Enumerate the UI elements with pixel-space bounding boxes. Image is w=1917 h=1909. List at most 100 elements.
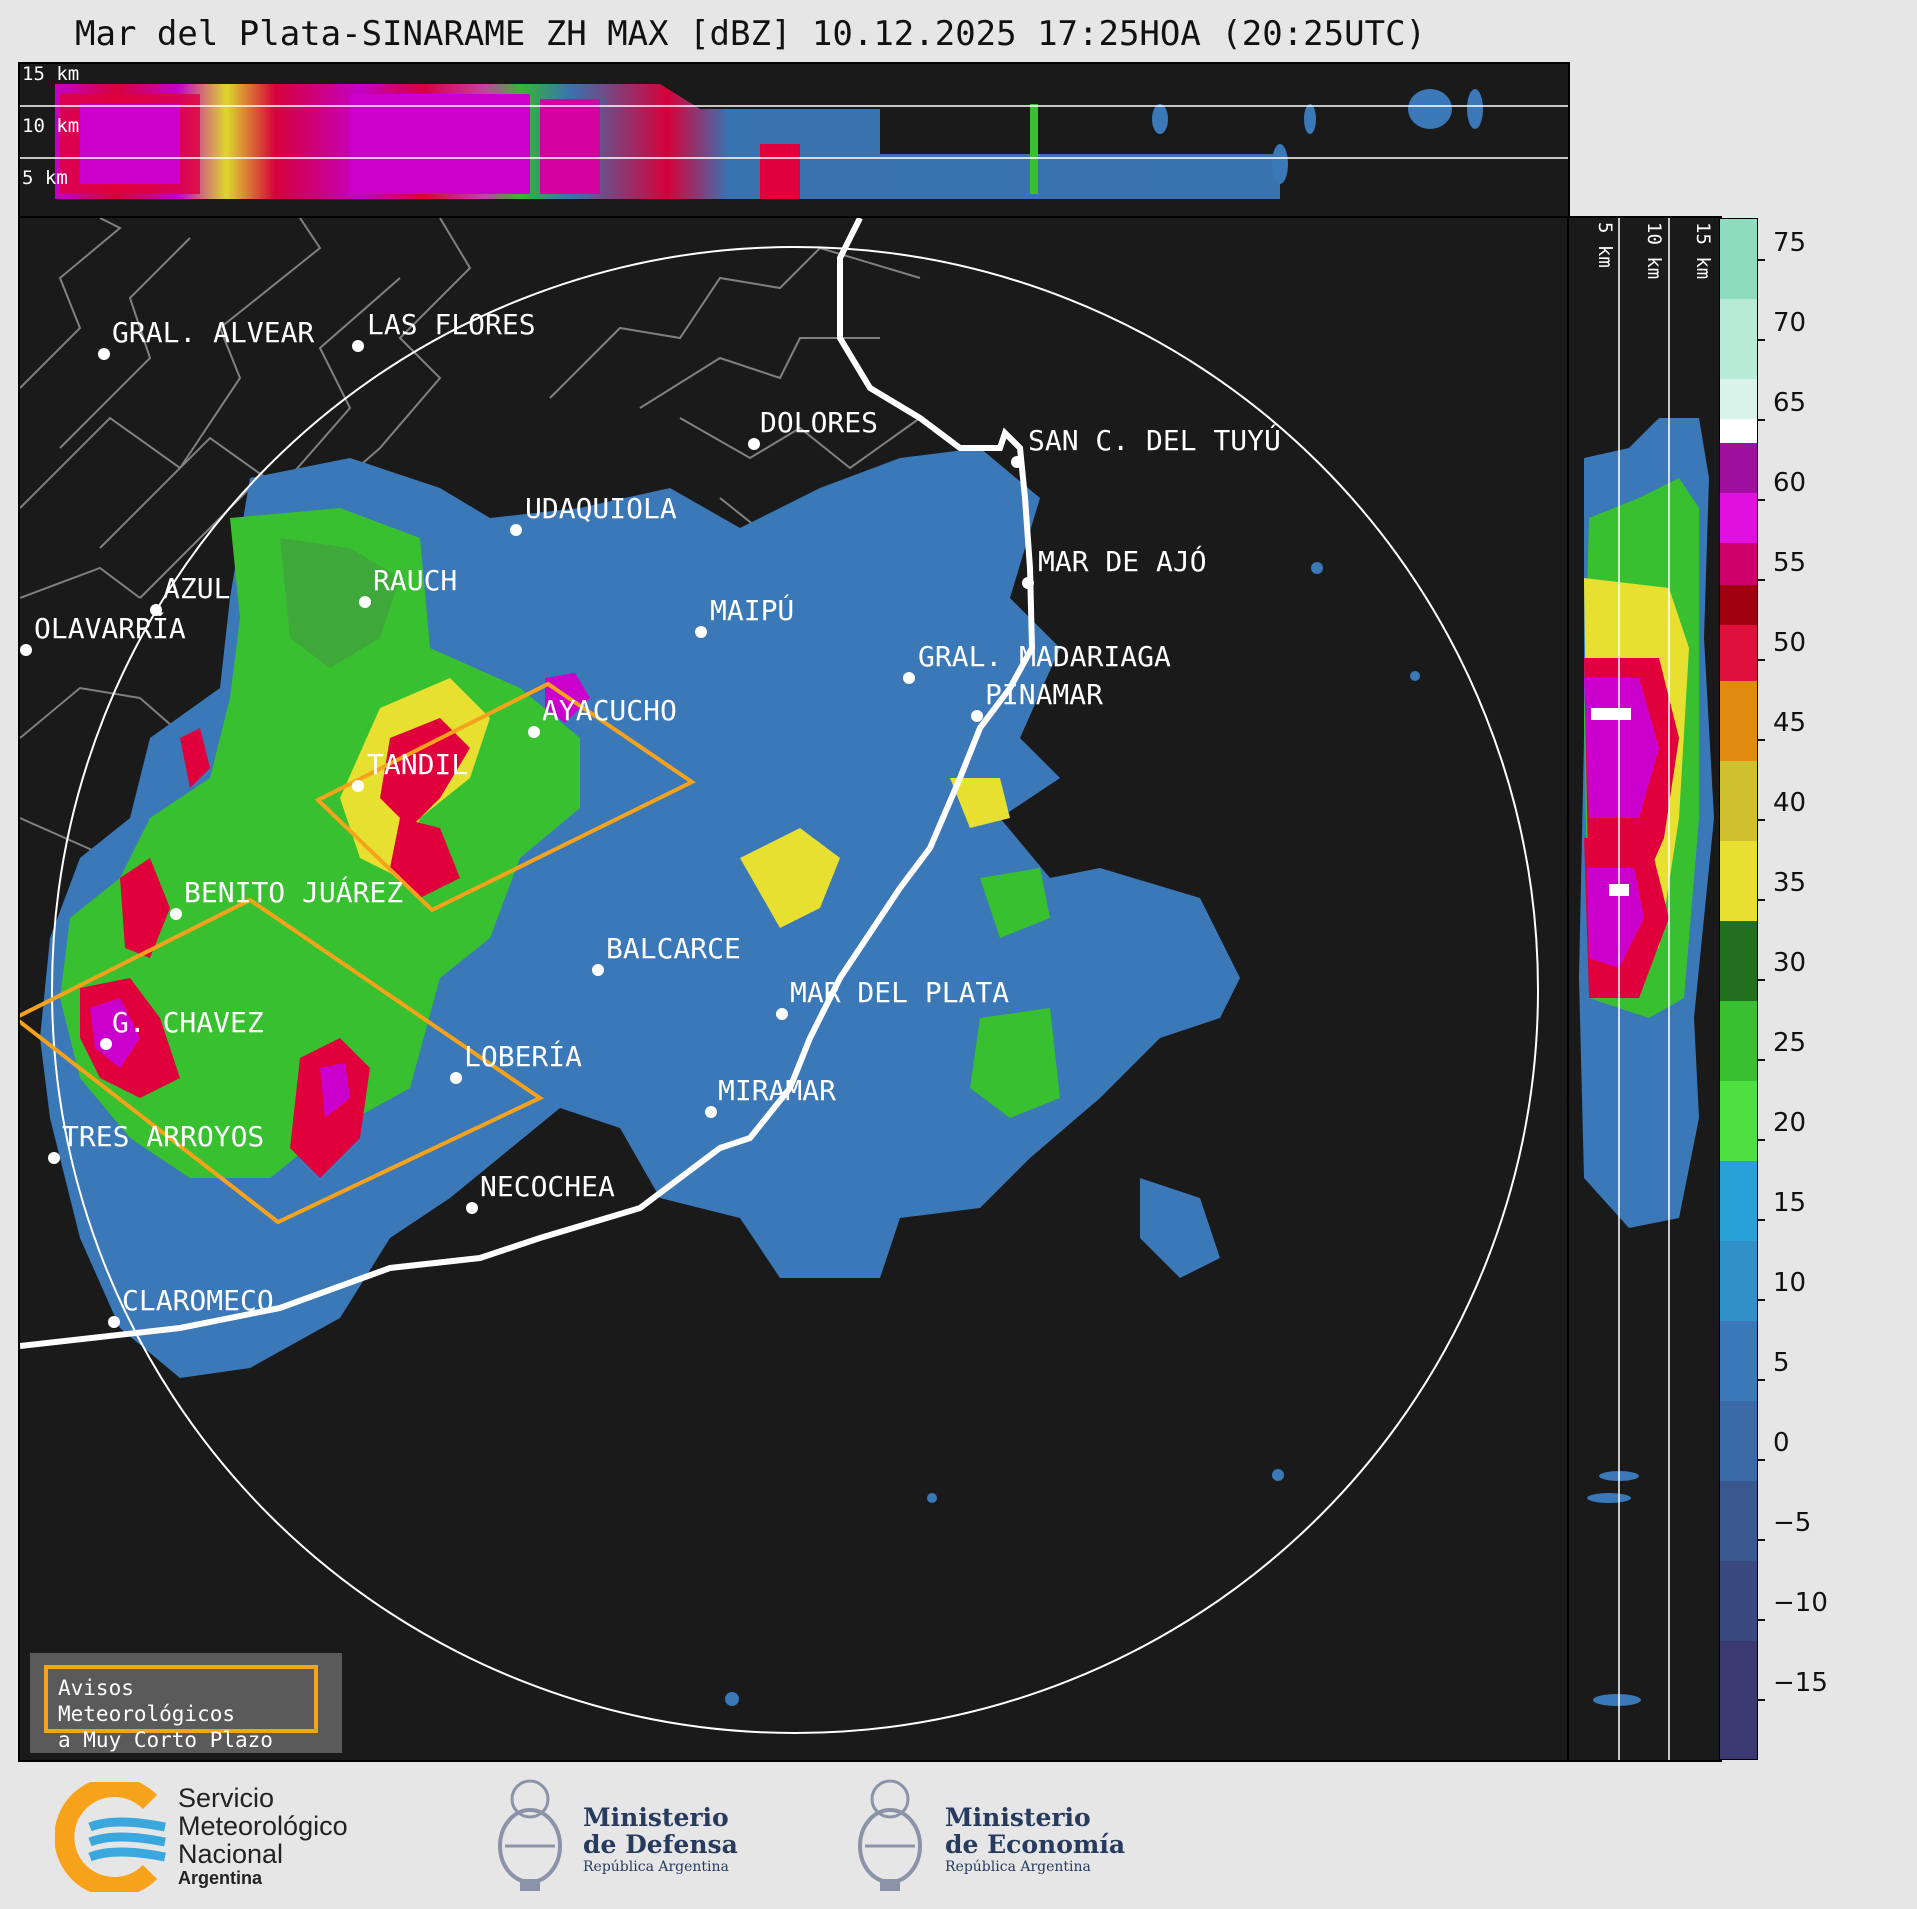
side-cross-section-panel: 5 km 10 km 15 km xyxy=(1567,216,1722,1762)
city-dot[interactable] xyxy=(510,524,522,536)
city-dot[interactable] xyxy=(903,672,915,684)
warning-polygons xyxy=(20,681,696,1225)
city-label: NECOCHEA xyxy=(480,1170,615,1203)
city-dot[interactable] xyxy=(20,644,32,656)
city-label: AZUL xyxy=(163,572,230,605)
city-label: GRAL. ALVEAR xyxy=(112,316,314,349)
footer-logos: Servicio Meteorológico Nacional Argentin… xyxy=(0,1762,1917,1909)
colorbar-tick: 10 xyxy=(1757,1268,1806,1314)
city-label: UDAQUIOLA xyxy=(525,492,677,525)
smn-line: Meteorológico xyxy=(178,1811,348,1841)
top-height-label: 5 km xyxy=(22,167,68,189)
city-dot[interactable] xyxy=(352,780,364,792)
city-label: AYACUCHO xyxy=(542,694,677,727)
warnings-legend: Avisos Meteorológicos a Muy Corto Plazo xyxy=(30,1653,342,1753)
city-dot[interactable] xyxy=(170,908,182,920)
city-label: LOBERÍA xyxy=(464,1039,582,1073)
defensa-logo-text: Ministerio de Defensa República Argentin… xyxy=(583,1804,738,1876)
colorbar-tick: 75 xyxy=(1757,228,1806,274)
colorbar-tick: −15 xyxy=(1757,1668,1828,1714)
city-label: G. CHAVEZ xyxy=(112,1006,264,1039)
colorbar-gradient xyxy=(1720,219,1757,1759)
city-dot[interactable] xyxy=(528,726,540,738)
defensa-coat-of-arms-icon xyxy=(498,1779,562,1891)
colorbar-tick: 70 xyxy=(1757,308,1806,354)
side-height-label: 15 km xyxy=(1692,222,1714,279)
city-dot[interactable] xyxy=(98,348,110,360)
city-label: TRES ARROYOS xyxy=(62,1120,264,1153)
side-cross-section: 5 km 10 km 15 km xyxy=(1579,218,1714,1760)
colorbar-tick: 50 xyxy=(1757,628,1806,674)
city-label: MIRAMAR xyxy=(718,1074,836,1107)
city-markers: GRAL. ALVEAR LAS FLORES DOLORES SAN C. D… xyxy=(20,308,1281,1328)
top-cross-section-panel: 15 km 10 km 5 km xyxy=(18,62,1570,218)
city-label: LAS FLORES xyxy=(367,308,536,341)
city-label: MAR DEL PLATA xyxy=(790,976,1009,1009)
city-label: DOLORES xyxy=(760,406,878,439)
city-dot[interactable] xyxy=(48,1152,60,1164)
defensa-line: de Defensa xyxy=(583,1830,738,1859)
city-dot[interactable] xyxy=(695,626,707,638)
city-label: SAN C. DEL TUYÚ xyxy=(1028,423,1281,457)
city-label: MAR DE AJÓ xyxy=(1038,544,1207,578)
smn-line: Nacional xyxy=(178,1839,284,1869)
colorbar-tick: 5 xyxy=(1757,1348,1790,1394)
colorbar-tick: 55 xyxy=(1757,548,1806,594)
colorbar-tick: 45 xyxy=(1757,708,1806,754)
defensa-line: República Argentina xyxy=(583,1859,729,1875)
legend-line-1: Avisos Meteorológicos xyxy=(58,1676,236,1726)
colorbar-tick: 15 xyxy=(1757,1188,1806,1234)
city-dot[interactable] xyxy=(776,1008,788,1020)
city-label: GRAL. MADARIAGA xyxy=(918,640,1171,673)
smn-logo-text: Servicio Meteorológico Nacional Argentin… xyxy=(178,1784,348,1888)
city-dot[interactable] xyxy=(359,596,371,608)
top-cross-section: 15 km 10 km 5 km xyxy=(20,64,1568,199)
city-dot[interactable] xyxy=(100,1038,112,1050)
colorbar-tick: 65 xyxy=(1757,388,1806,434)
colorbar-tick: −5 xyxy=(1757,1508,1811,1554)
city-label: TANDIL xyxy=(367,748,468,781)
city-dot[interactable] xyxy=(1011,456,1023,468)
smn-logo-icon xyxy=(55,1782,166,1892)
colorbar-tick: 60 xyxy=(1757,468,1806,514)
city-dot[interactable] xyxy=(450,1072,462,1084)
legend-line-2: a Muy Corto Plazo xyxy=(58,1728,273,1752)
economia-coat-of-arms-icon xyxy=(858,1779,922,1891)
defensa-line: Ministerio xyxy=(583,1803,729,1832)
top-echo-area xyxy=(55,84,1280,199)
city-dot[interactable] xyxy=(971,710,983,722)
colorbar-tick: 40 xyxy=(1757,788,1806,834)
colorbar xyxy=(1719,218,1758,1760)
radar-map-svg: GRAL. ALVEAR LAS FLORES DOLORES SAN C. D… xyxy=(20,218,1539,1734)
city-dot[interactable] xyxy=(466,1202,478,1214)
economia-line: de Economía xyxy=(945,1830,1126,1859)
city-label: MAIPÚ xyxy=(710,593,794,627)
colorbar-tick: 0 xyxy=(1757,1428,1790,1474)
colorbar-tick: 25 xyxy=(1757,1028,1806,1074)
range-ring xyxy=(51,246,1539,1734)
side-height-label: 5 km xyxy=(1594,222,1616,268)
radar-map[interactable]: GRAL. ALVEAR LAS FLORES DOLORES SAN C. D… xyxy=(18,216,1570,1762)
city-dot[interactable] xyxy=(705,1106,717,1118)
radar-echoes xyxy=(40,448,1420,1706)
city-dot[interactable] xyxy=(108,1316,120,1328)
coastline xyxy=(20,218,1036,1349)
economia-line: República Argentina xyxy=(945,1859,1091,1875)
city-label: BALCARCE xyxy=(606,932,741,965)
warnings-legend-frame: Avisos Meteorológicos a Muy Corto Plazo xyxy=(44,1665,318,1752)
city-label: BENITO JUÁREZ xyxy=(184,875,403,909)
city-dot[interactable] xyxy=(592,964,604,976)
city-dot[interactable] xyxy=(352,340,364,352)
smn-line: Servicio xyxy=(178,1783,275,1813)
city-dot[interactable] xyxy=(150,604,162,616)
city-label: RAUCH xyxy=(373,564,457,597)
city-label: CLAROMECO xyxy=(122,1284,274,1317)
page-title: Mar del Plata-SINARAME ZH MAX [dBZ] 10.1… xyxy=(75,14,1427,54)
city-dot[interactable] xyxy=(1022,577,1034,589)
economia-line: Ministerio xyxy=(945,1803,1091,1832)
side-height-label: 10 km xyxy=(1643,222,1665,279)
colorbar-tick: 35 xyxy=(1757,868,1806,914)
colorbar-tick: −10 xyxy=(1757,1588,1828,1634)
city-dot[interactable] xyxy=(748,438,760,450)
colorbar-ticks: 75 70 65 60 55 50 45 40 35 30 25 20 15 1… xyxy=(1757,218,1877,1758)
